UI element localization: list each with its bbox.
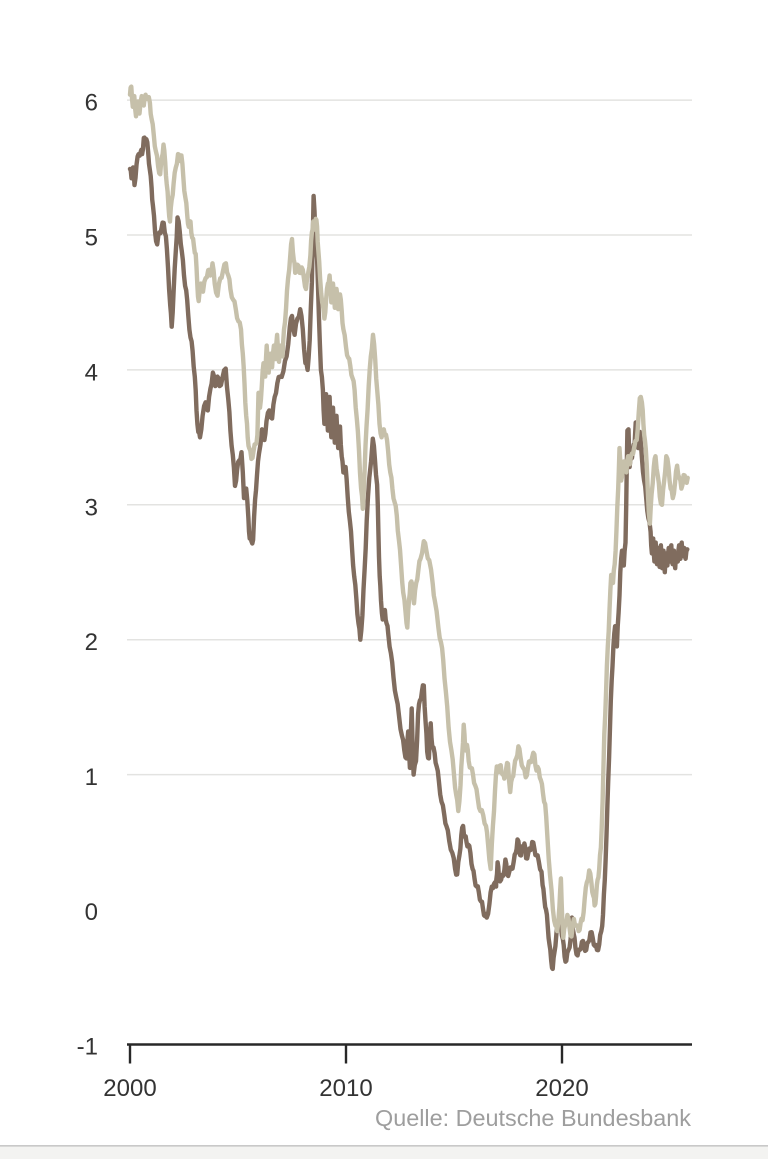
svg-text:1: 1 <box>85 764 98 791</box>
svg-text:Quelle: Deutsche Bundesbank: Quelle: Deutsche Bundesbank <box>375 1105 691 1131</box>
svg-text:4: 4 <box>85 359 98 386</box>
svg-text:-1: -1 <box>77 1034 98 1061</box>
svg-text:3: 3 <box>85 494 98 521</box>
svg-text:5: 5 <box>85 225 98 252</box>
svg-text:2000: 2000 <box>103 1075 156 1102</box>
svg-text:2010: 2010 <box>319 1075 372 1102</box>
svg-text:2: 2 <box>85 629 98 656</box>
svg-text:2020: 2020 <box>535 1075 588 1102</box>
svg-text:0: 0 <box>85 899 98 926</box>
svg-text:6: 6 <box>85 90 98 117</box>
